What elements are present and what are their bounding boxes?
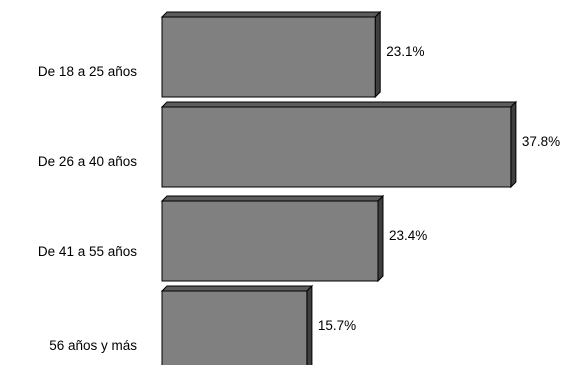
bar-side-face xyxy=(374,10,381,99)
category-label: 56 años y más xyxy=(49,338,137,353)
bar-top-face xyxy=(160,285,314,292)
bar xyxy=(161,106,512,188)
bar-side-face xyxy=(377,194,384,283)
bar-group: De 26 a 40 años 37.8% xyxy=(38,100,560,189)
bar-top-face xyxy=(160,11,382,18)
bar xyxy=(161,16,376,98)
bar-group: De 41 a 55 años 23.4% xyxy=(38,194,427,283)
value-label: 23.4% xyxy=(389,228,427,243)
bar-side-face xyxy=(306,284,313,365)
bar xyxy=(161,200,379,282)
bar-group: 56 años y más 15.7% xyxy=(49,284,356,365)
category-label: De 26 a 40 años xyxy=(38,154,137,169)
category-label: De 18 a 25 años xyxy=(38,64,137,79)
category-label: De 41 a 55 años xyxy=(38,244,137,259)
bar-side-face xyxy=(510,100,517,189)
value-label: 37.8% xyxy=(522,134,560,149)
value-label: 23.1% xyxy=(386,44,424,59)
bar-top-face xyxy=(160,195,385,202)
bar-top-face xyxy=(160,101,518,108)
bar-group: De 18 a 25 años 23.1% xyxy=(38,10,424,99)
bar xyxy=(161,290,308,365)
value-label: 15.7% xyxy=(318,318,356,333)
